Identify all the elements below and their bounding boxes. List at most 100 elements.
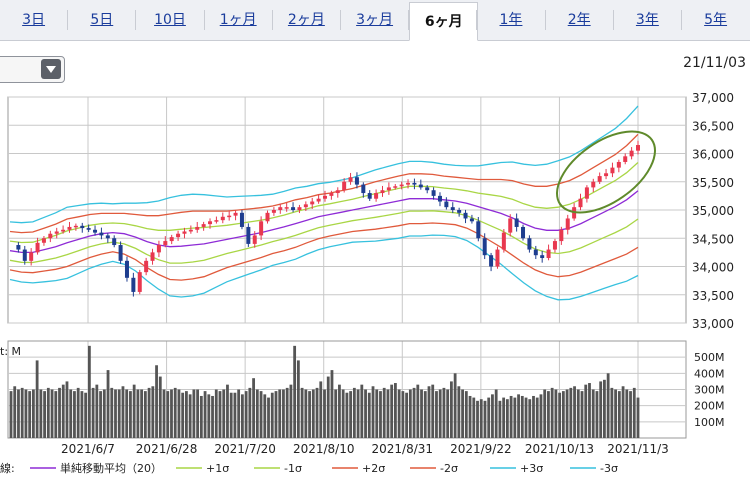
volume-bar xyxy=(244,391,248,438)
volume-bar xyxy=(20,387,24,438)
volume-bar xyxy=(248,387,252,438)
volume-bar xyxy=(543,389,547,438)
candle-body xyxy=(348,177,353,182)
volume-bar xyxy=(285,387,289,438)
volume-bar xyxy=(401,391,405,438)
candle-body xyxy=(67,226,72,230)
tab-9[interactable]: 3年 xyxy=(635,12,659,28)
volume-bar xyxy=(9,391,13,438)
volume-bar xyxy=(588,383,591,438)
volume-bar xyxy=(621,386,625,438)
tab-1[interactable]: 5日 xyxy=(90,12,114,28)
volume-bar xyxy=(132,384,136,438)
candle-body xyxy=(444,201,449,208)
legend-prefix: 線: xyxy=(0,461,15,475)
volume-bar xyxy=(606,373,610,438)
candle-body xyxy=(578,198,583,208)
volume-bar xyxy=(356,389,360,438)
plus-3-sigma-line xyxy=(9,105,639,224)
legend-item: -2σ xyxy=(440,462,458,475)
volume-bar xyxy=(226,384,229,438)
candle-body xyxy=(629,150,634,157)
y-tick-label: 33,500 xyxy=(692,289,734,303)
volume-bar xyxy=(326,376,330,438)
candle-body xyxy=(367,193,372,199)
volume-bar xyxy=(595,391,599,438)
volume-bar xyxy=(360,384,364,438)
candle-body xyxy=(623,156,628,162)
candle-body xyxy=(73,225,78,228)
candle-body xyxy=(374,193,379,199)
candle-body xyxy=(597,176,602,182)
volume-tick-label: 500M xyxy=(694,351,725,364)
candle-body xyxy=(29,252,34,261)
tab-2[interactable]: 10日 xyxy=(154,12,186,28)
candle-body xyxy=(610,167,615,174)
highlight-ellipse xyxy=(556,130,656,214)
tab-4[interactable]: 2ヶ月 xyxy=(287,12,325,28)
volume-bar xyxy=(80,391,84,438)
y-tick-label: 35,000 xyxy=(692,204,734,218)
candle-body xyxy=(233,212,238,216)
y-tick-label: 36,000 xyxy=(692,148,734,162)
tab-7[interactable]: 1年 xyxy=(499,12,523,28)
candle-body xyxy=(105,235,110,239)
volume-bar xyxy=(270,392,274,438)
volume-bar xyxy=(561,391,565,438)
candle-body xyxy=(463,212,468,219)
legend-item: -3σ xyxy=(600,462,618,475)
candle-body xyxy=(41,238,46,243)
volume-bar xyxy=(311,389,315,438)
volume-bar xyxy=(379,391,382,438)
tab-5[interactable]: 3ヶ月 xyxy=(356,12,394,28)
minus-2-sigma-line xyxy=(9,222,639,281)
volume-bar xyxy=(509,395,513,438)
volume-bar xyxy=(65,381,69,438)
volume-bar xyxy=(170,389,173,438)
chart-type-dropdown[interactable] xyxy=(0,56,65,83)
candle-body xyxy=(431,190,436,196)
minus-3-sigma-line xyxy=(9,234,639,301)
candle-body xyxy=(188,229,193,232)
volume-bar xyxy=(24,389,28,438)
volume-bar xyxy=(252,378,255,438)
date-display: 21/11/03 xyxy=(683,55,746,71)
candle-body xyxy=(616,161,621,168)
volume-bar xyxy=(233,392,237,438)
candle-body xyxy=(540,255,545,259)
volume-bar xyxy=(524,397,528,438)
volume-bar xyxy=(431,384,435,438)
volume-bar xyxy=(476,400,479,438)
volume-bar xyxy=(461,389,464,438)
candle-body xyxy=(278,207,283,210)
volume-bar xyxy=(39,389,43,438)
volume-bar xyxy=(375,389,379,438)
tab-6[interactable]: 6ヶ月 xyxy=(409,2,479,41)
volume-bar xyxy=(319,381,323,438)
volume-bar xyxy=(35,360,39,438)
candle-body xyxy=(418,184,423,188)
volume-bar xyxy=(423,391,427,438)
volume-bar xyxy=(382,387,386,438)
volume-axis-labels: 100M 200M 300M 400M 500M t: M xyxy=(0,345,725,429)
candle-body xyxy=(93,229,98,233)
candle-body xyxy=(227,215,232,218)
candle-body xyxy=(156,245,161,253)
tab-3[interactable]: 1ヶ月 xyxy=(219,12,257,28)
candle-body xyxy=(163,241,168,246)
volume-bar xyxy=(61,384,65,438)
tab-separator xyxy=(544,10,546,30)
dropdown-button[interactable] xyxy=(41,59,61,79)
candle-body xyxy=(386,187,391,191)
candle-body xyxy=(208,221,213,225)
volume-bar xyxy=(573,386,576,438)
volume-unit-label: t: M xyxy=(0,345,21,358)
tab-0[interactable]: 3日 xyxy=(22,12,46,28)
volume-bar xyxy=(491,394,494,438)
volume-bar xyxy=(457,386,461,438)
tab-8[interactable]: 2年 xyxy=(567,12,591,28)
tab-10[interactable]: 5年 xyxy=(704,12,728,28)
candle-body xyxy=(220,216,225,221)
volume-bar xyxy=(218,391,222,438)
candle-body xyxy=(271,210,276,213)
